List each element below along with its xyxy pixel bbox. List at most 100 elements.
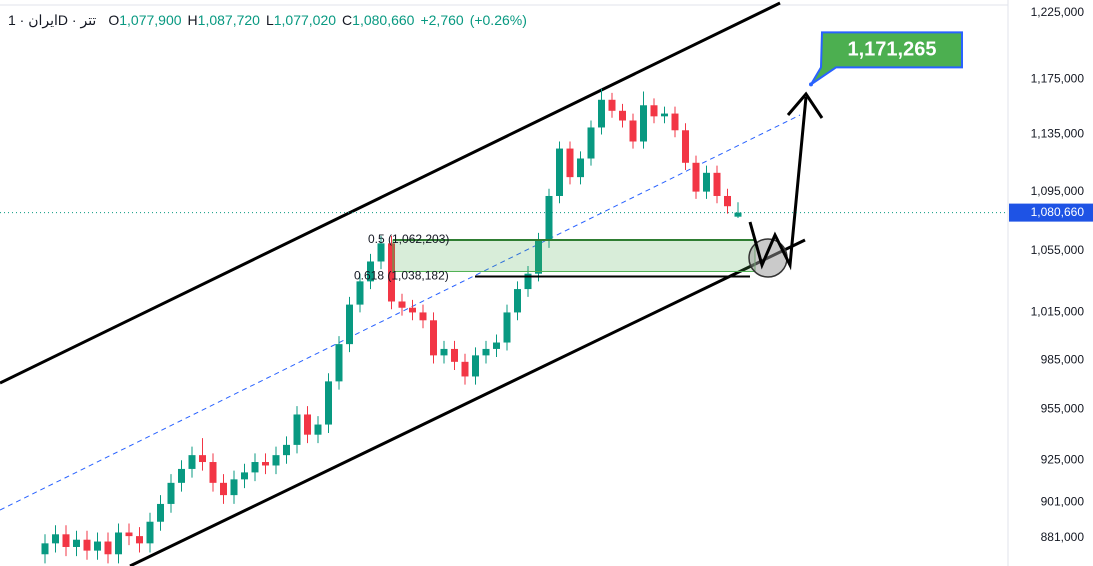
candle-body [566,148,574,178]
fib-zone [392,239,756,272]
candle-body [535,240,542,274]
ohlc-field: L1,077,020 [266,12,336,29]
candle-body [587,127,595,159]
last-price-box [1009,203,1093,222]
candle-body [671,113,679,131]
candle-body [493,342,500,349]
ohlc-value: 1,077,900 [119,12,182,28]
candle-body [524,273,532,290]
candle-body [619,110,626,121]
candle-body [367,261,374,282]
candle-body [577,158,584,178]
channel-lower [129,238,806,566]
candle-body [503,312,511,343]
y-tick-label: 1,175,000 [1031,71,1085,85]
candle-body [482,348,490,356]
candle-body [377,243,385,262]
candle-body [304,414,311,435]
candle-body [251,462,259,473]
symbol-header: ایران · 1D · تتر O1,077,900 H1,087,720 L1,… [8,12,527,29]
candle-body [661,113,668,117]
candle-body [514,289,521,313]
candle-body [272,455,280,466]
candle-body [608,99,616,111]
candle-body [430,320,437,356]
candle-body [125,532,133,537]
candle-body [52,534,59,544]
ohlc-field: H1,087,720 [188,12,260,29]
target-box [810,31,963,86]
candle-body [398,301,406,308]
candle-body [314,424,322,435]
candle-body [199,455,206,463]
change-pct: (+0.26%) [469,12,527,28]
ohlc-field: O1,077,900 [108,12,181,29]
candle-body [83,539,91,551]
ohlc-key: O [108,12,120,28]
candle-body [713,172,721,196]
candle-body [692,162,700,192]
change: +2,760 [420,12,464,28]
fib-label: 0.5 (1,062,203) [368,232,449,246]
symbol: ایران · 1D · تتر [8,12,97,28]
candle-body [650,105,658,117]
candle-body [409,307,416,313]
candle-body [440,348,448,356]
candle-body [188,455,196,469]
candle-body [556,148,563,196]
candle-body [115,532,122,555]
ohlc-field: C1,080,660 [342,12,414,29]
candle-body [356,281,364,305]
candle-body [262,462,269,466]
candle-body [703,172,710,192]
candle-body [629,120,637,142]
candle-body [241,472,248,480]
candle-body [146,521,154,544]
candle-body [325,381,332,425]
candle-body [178,468,185,483]
candle-body [73,539,80,547]
candle-body [472,355,479,377]
drawings [0,1,806,566]
projection-arrowhead [786,91,824,119]
candle-body [283,444,290,456]
ohlc-value: 1,087,720 [197,12,260,28]
candle-body [734,212,742,217]
candle-body [346,304,353,345]
candle-body [41,543,49,555]
target-label: 1,171,265 [848,39,937,61]
y-tick-label: 1,095,000 [1031,184,1085,198]
candle-body [209,462,217,483]
candle-body [419,312,427,321]
ohlc-value: 1,077,020 [273,12,337,28]
last-price-label: 1,080,660 [1031,205,1085,219]
y-tick-label: 925,000 [1041,452,1085,466]
candle-body [136,536,143,544]
candle-body [167,482,175,504]
y-tick-label: 985,000 [1041,352,1085,366]
candle-body [157,503,164,522]
channel-mid [0,114,801,511]
y-tick-label: 1,135,000 [1031,127,1085,141]
candle-body [451,348,458,362]
overlay: 0.5 (1,062,203) 0.618 (1,038,182) 1,080,66… [0,31,1093,283]
channel-upper [0,1,781,385]
ohlc-key: H [187,12,198,28]
candle-body [104,541,112,555]
candle-body [388,243,395,302]
candle-body [335,344,343,382]
candle-body [598,99,605,128]
candle-body [62,534,70,547]
ohlc-key: L [265,12,274,28]
y-tick-label: 901,000 [1041,494,1085,508]
y-tick-label: 1,015,000 [1031,305,1085,319]
y-tick-label: 881,000 [1041,530,1085,544]
candle-body [220,482,227,496]
candle-body [461,361,469,377]
projection-path [748,96,808,271]
ohlc-key: C [342,12,353,28]
y-tick-label: 955,000 [1041,402,1085,416]
